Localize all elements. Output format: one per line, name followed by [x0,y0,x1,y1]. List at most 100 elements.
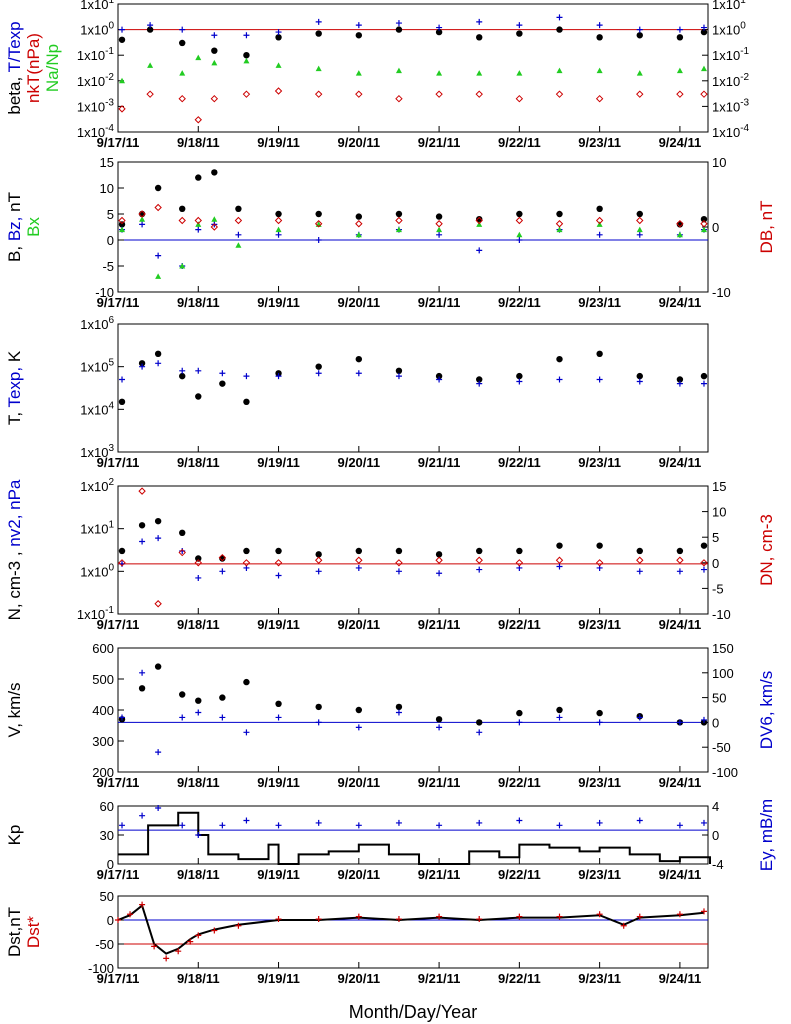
data-point [118,216,126,225]
data-point [195,932,202,939]
data-point [187,938,194,945]
data-point [435,551,443,558]
data-point [556,714,563,721]
data-point [700,372,708,380]
data-point [596,709,603,717]
data-point [139,221,146,228]
y2-tick-label: 1x10-2 [712,72,750,89]
data-point [355,370,362,377]
x-tick-label: 9/20/11 [337,867,380,882]
series-T [118,350,708,406]
y2-tick-label: 1x10-1 [712,46,750,63]
data-point [179,70,186,76]
x-tick-label: 9/24/11 [659,135,702,150]
data-point [596,376,603,383]
y2-tick-label: 0 [712,556,719,571]
x-tick-label: 9/22/11 [498,867,541,882]
data-point [274,216,283,225]
data-point [195,555,202,562]
data-point [275,226,282,233]
data-point [194,559,202,567]
y-tick-label: 1x100 [80,21,114,38]
y-tick-label: 1x10-2 [77,72,115,89]
data-point [516,372,523,380]
data-point [516,817,523,824]
data-point [154,203,162,212]
data-point [151,943,158,950]
panel-frame [117,647,709,773]
data-point [435,28,443,36]
data-point [154,350,162,358]
data-point [436,24,443,31]
data-point [700,28,708,36]
data-point [395,94,403,103]
data-point [178,216,186,225]
data-point [516,719,523,726]
data-point [179,691,186,698]
data-point [355,90,363,98]
data-point [476,18,483,25]
data-point [219,822,226,829]
y-tick-label: 1x106 [80,315,114,332]
data-point [179,39,186,47]
x-axis-label: Month/Day/Year [349,1002,477,1022]
y-axis-label: Dst,nT [5,907,24,957]
y-axis-label: T, Texp, K [5,350,24,425]
y2-tick-label: 1x101 [712,0,746,12]
x-tick-label: 9/19/11 [257,617,300,632]
x-tick-label: 9/19/11 [257,775,300,790]
data-point [676,719,683,726]
data-point [516,210,523,218]
x-tick-label: 9/21/11 [418,971,461,986]
data-point [556,822,563,829]
chart-panels: 9/17/11 9/18/11 9/19/11 9/20/11 9/21/11 9/22/… [5,0,776,986]
data-point [315,18,322,25]
data-point [476,216,483,223]
data-point [219,568,226,575]
data-point [138,360,146,367]
panel-frame [117,161,709,293]
data-point [355,913,362,920]
y2-tick-label: 10 [712,505,726,520]
data-point [355,70,362,76]
data-point [119,226,126,233]
data-point [636,817,643,824]
data-point [676,556,684,564]
data-point [155,749,162,756]
data-point [179,714,186,721]
data-point [596,542,603,549]
data-point [476,376,483,383]
data-point [355,213,363,220]
data-point [436,70,443,76]
data-point [636,26,643,33]
data-point [275,572,282,579]
data-point [515,216,524,225]
data-point [243,398,250,406]
y-tick-label: 5 [107,207,114,222]
data-point [235,205,242,212]
series-DN [118,487,708,608]
panel-frame [117,895,709,969]
series-line [118,811,712,865]
data-point [243,678,250,686]
data-point [118,105,126,113]
y-axis-label: Dst* [24,916,43,949]
data-point [275,714,282,721]
data-point [700,90,708,98]
data-point [636,90,644,98]
data-point [515,94,524,103]
data-point [676,67,683,74]
x-tick-label: 9/23/11 [578,617,621,632]
data-point [700,559,708,567]
panel-5: 9/17/11 9/18/11 9/19/11 9/20/11 9/21/11 9/22/… [5,799,776,882]
data-point [315,30,322,37]
data-point [315,819,322,826]
data-point [700,220,708,228]
data-point [275,373,282,380]
data-point [355,32,363,39]
data-point [219,714,226,721]
y2-tick-label: -50 [712,740,731,755]
data-point [395,819,402,826]
x-tick-label: 9/18/11 [177,775,220,790]
